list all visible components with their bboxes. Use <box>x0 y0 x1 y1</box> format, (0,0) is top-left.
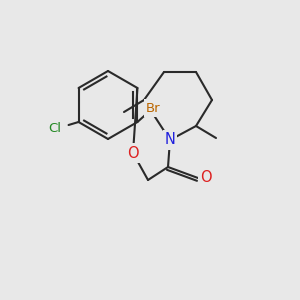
Text: N: N <box>165 133 176 148</box>
Text: Br: Br <box>146 101 161 115</box>
Text: Cl: Cl <box>48 122 61 134</box>
Text: O: O <box>200 170 212 185</box>
Text: O: O <box>127 146 139 160</box>
